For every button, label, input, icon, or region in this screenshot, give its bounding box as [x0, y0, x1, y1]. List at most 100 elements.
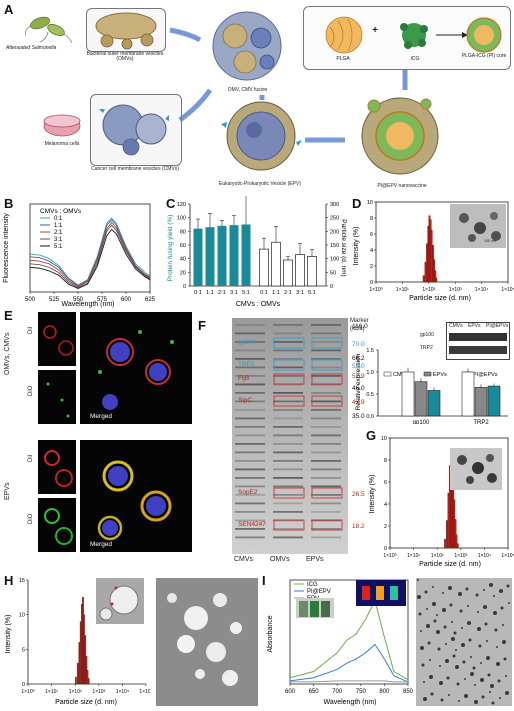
c-xtick-label: 5:1	[308, 290, 316, 296]
tem-particle	[470, 672, 474, 676]
b-xlabel: Wavelength (nm)	[61, 301, 114, 308]
tem-particle	[427, 641, 431, 645]
gel-band	[273, 409, 303, 411]
tem-particle	[462, 660, 466, 664]
gel-band	[273, 417, 303, 420]
gel-band	[311, 443, 341, 445]
h-xlabel: Particle size (d. nm)	[55, 699, 117, 706]
tem-particle	[461, 627, 463, 629]
hist-bar	[446, 520, 448, 549]
hist-ytick-label: 8	[370, 216, 373, 222]
tem-particle	[430, 692, 434, 696]
tem-particle	[483, 605, 487, 609]
gel-band	[273, 349, 303, 352]
f-protein-label: SopE2	[238, 489, 258, 496]
tem-particle	[429, 659, 431, 661]
gel-band	[311, 400, 341, 403]
f-protein-label: gp100	[238, 339, 257, 346]
e-omv-dio-image	[38, 370, 76, 424]
tem-particle	[496, 646, 498, 648]
tem-particle	[477, 627, 481, 631]
gel-band	[235, 324, 265, 326]
d2-legend-swatch	[423, 371, 432, 377]
gel-highlight-box	[273, 359, 305, 371]
c-ytick-right-label: 100	[330, 257, 339, 263]
tem-particle	[420, 630, 422, 632]
f-marker-label: 52.9	[352, 373, 365, 380]
tem-particle	[474, 700, 478, 704]
gel-band	[311, 417, 341, 420]
i-xtick-label: 650	[309, 689, 320, 695]
panel-d-expression-chart: Relative expression CMVs EPVs PI@EPVs 0.0 0…	[355, 348, 508, 424]
gel-highlight-box	[311, 487, 343, 499]
gel-band	[311, 366, 341, 369]
salmonella-label: Attenuated Salmonella	[6, 45, 57, 51]
tem-particle	[445, 643, 447, 645]
c-xtick-label: 3:1	[230, 290, 238, 296]
tem-particle	[448, 586, 452, 590]
e-epv-dil-image	[38, 440, 76, 494]
d2-ytick-label: 0.0	[366, 414, 374, 420]
d-xlabel: Particle size (d. nm)	[409, 295, 471, 302]
hist-ytick-label: 0	[22, 682, 25, 688]
panel-h-label: H	[4, 573, 14, 588]
f-marker-label: 66.2	[352, 355, 365, 362]
f-protein-label: SipC	[238, 397, 253, 404]
wb-col-epvs: EPVs	[468, 323, 481, 329]
tem-particle	[418, 612, 422, 616]
gel-band	[311, 332, 341, 335]
gel-highlight-box	[273, 487, 305, 499]
hist-ytick-label: 0	[370, 280, 373, 286]
hist-ytick-label: 4	[384, 502, 387, 508]
tem-particle	[459, 609, 463, 613]
gel-band	[273, 443, 303, 445]
f-marker-label: 35.0	[352, 413, 365, 420]
panel-g-label: G	[366, 428, 377, 443]
tem-particle	[490, 684, 494, 688]
hist-xtick-label: 1×10³	[92, 689, 105, 695]
c-bar-yield	[193, 228, 203, 286]
hist-xtick-label: 1×10¹	[396, 287, 409, 293]
tem-particle	[464, 678, 466, 680]
tem-particle	[445, 659, 449, 663]
gel-band	[235, 358, 265, 360]
e-omv-merged-image	[80, 312, 192, 424]
gel-band	[235, 536, 265, 539]
c-xlabel: CMVs : OMVs	[236, 301, 281, 308]
tem-particle	[475, 593, 479, 597]
tem-particle	[455, 649, 457, 651]
b-xtick-label: 575	[97, 297, 108, 303]
gel-highlight-box	[273, 395, 305, 407]
hist-ytick-label: 10	[367, 200, 373, 206]
b-xtick-label: 550	[73, 297, 84, 303]
tem-particle	[426, 608, 428, 610]
tem-particle	[456, 682, 460, 686]
hist-xtick-label: 1×10⁴	[475, 287, 488, 293]
wb-row-gp100: gp100	[420, 332, 434, 338]
hist-xtick-label: 1×10⁰	[369, 287, 382, 293]
gel-band	[235, 375, 265, 377]
nanovaccine-label: PI@EPV nanovaccine	[377, 183, 427, 189]
c-ylabel-right: Particle size (d. nm)	[340, 219, 347, 276]
tem-particle	[481, 695, 485, 699]
hist-xtick-label: 1×10¹	[45, 689, 58, 695]
d2-ylabel: Relative expression	[355, 353, 362, 410]
gel-band	[273, 392, 303, 394]
hist-bar	[86, 669, 89, 685]
f-protein-label: FljB	[238, 375, 250, 382]
h-tem-image	[156, 578, 258, 706]
plus-sign: +	[372, 25, 378, 36]
epv-label: Eukaryotic-Prokaryotic Vesicle (EPV)	[219, 181, 301, 187]
gel-highlight-box	[273, 373, 305, 385]
panel-a-label: A	[4, 2, 14, 17]
e-epv-merged-label: Merged	[90, 541, 113, 548]
d2-xtick-label: TRP2	[473, 420, 489, 424]
gel-band	[235, 349, 265, 352]
gel-band	[235, 409, 265, 411]
i-series-line	[289, 643, 409, 683]
f-marker-label: 59.0	[352, 363, 365, 370]
tem-particle	[502, 640, 506, 644]
gel-band	[235, 528, 265, 530]
c-xtick-label: 3:1	[296, 290, 304, 296]
gel-band	[235, 485, 265, 488]
